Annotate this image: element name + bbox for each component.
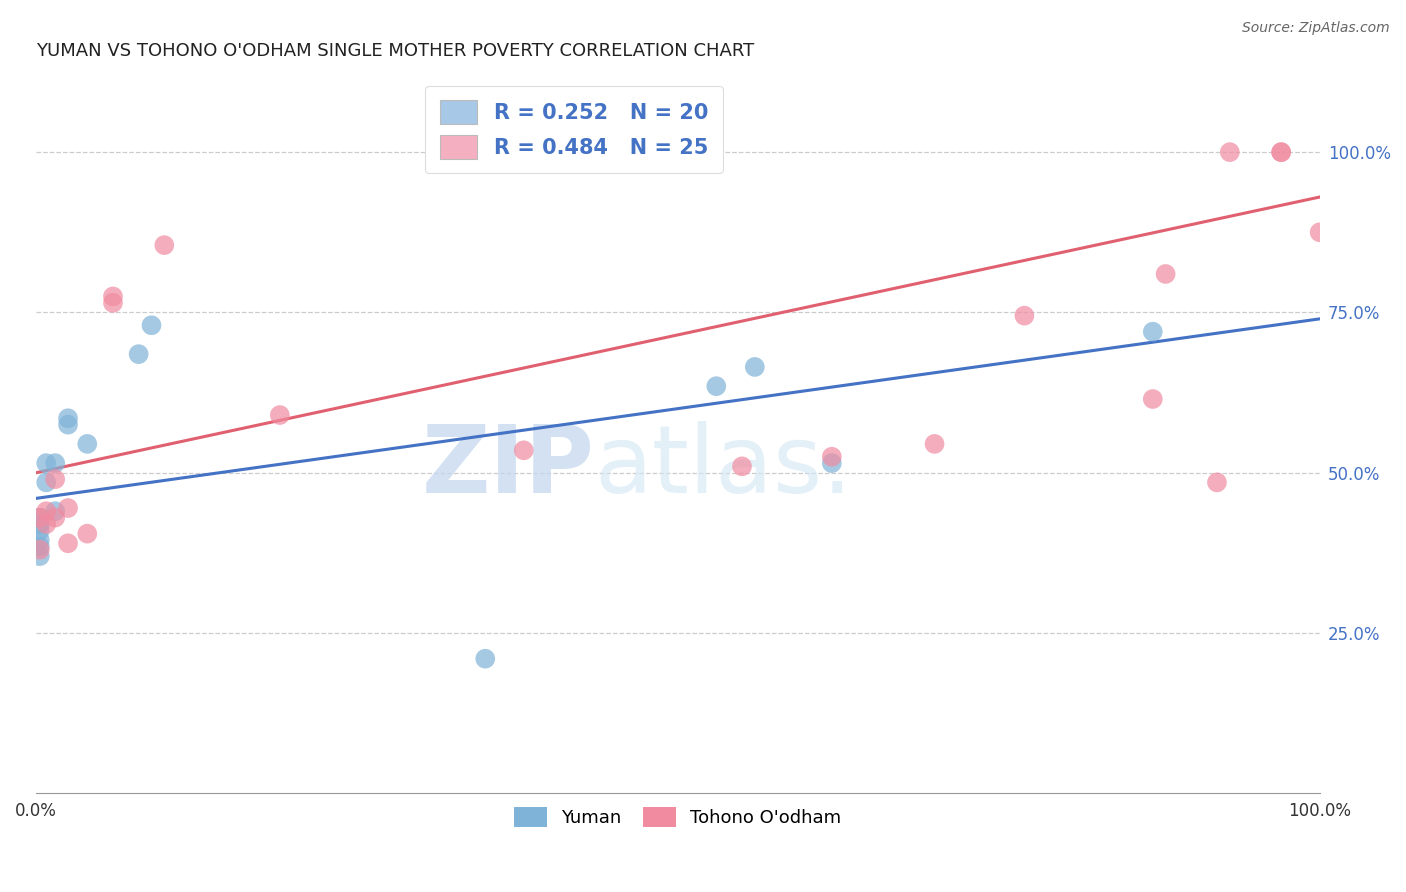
Point <box>56 417 79 432</box>
Point <box>101 295 124 310</box>
Point <box>44 456 66 470</box>
Text: Source: ZipAtlas.com: Source: ZipAtlas.com <box>1241 21 1389 35</box>
Point <box>44 504 66 518</box>
Point <box>28 510 51 524</box>
Point <box>1309 225 1331 239</box>
Point <box>28 540 51 554</box>
Point <box>76 526 98 541</box>
Point <box>28 533 51 547</box>
Point <box>1219 145 1241 160</box>
Point <box>1154 267 1177 281</box>
Point <box>56 536 79 550</box>
Point <box>28 510 51 524</box>
Point <box>56 501 79 516</box>
Point <box>56 411 79 425</box>
Point <box>35 475 58 490</box>
Point <box>153 238 176 252</box>
Point <box>44 510 66 524</box>
Point <box>76 437 98 451</box>
Point <box>1142 325 1164 339</box>
Point <box>704 379 727 393</box>
Point <box>1142 392 1164 406</box>
Point <box>28 549 51 563</box>
Point <box>1270 145 1292 160</box>
Point <box>821 456 844 470</box>
Text: ZIP: ZIP <box>422 421 595 513</box>
Point <box>35 504 58 518</box>
Point <box>35 456 58 470</box>
Point <box>128 347 150 361</box>
Point <box>269 408 291 422</box>
Point <box>1014 309 1036 323</box>
Point <box>101 289 124 303</box>
Legend: Yuman, Tohono O'odham: Yuman, Tohono O'odham <box>508 799 848 835</box>
Point <box>141 318 163 333</box>
Point <box>28 516 51 531</box>
Point <box>44 472 66 486</box>
Point <box>513 443 536 458</box>
Text: atlas.: atlas. <box>595 421 852 513</box>
Point <box>821 450 844 464</box>
Text: YUMAN VS TOHONO O'ODHAM SINGLE MOTHER POVERTY CORRELATION CHART: YUMAN VS TOHONO O'ODHAM SINGLE MOTHER PO… <box>37 42 754 60</box>
Point <box>474 651 496 665</box>
Point <box>924 437 946 451</box>
Point <box>28 524 51 538</box>
Point <box>744 359 766 374</box>
Point <box>35 516 58 531</box>
Point <box>1206 475 1229 490</box>
Point <box>731 459 754 474</box>
Point <box>1270 145 1292 160</box>
Point <box>28 542 51 557</box>
